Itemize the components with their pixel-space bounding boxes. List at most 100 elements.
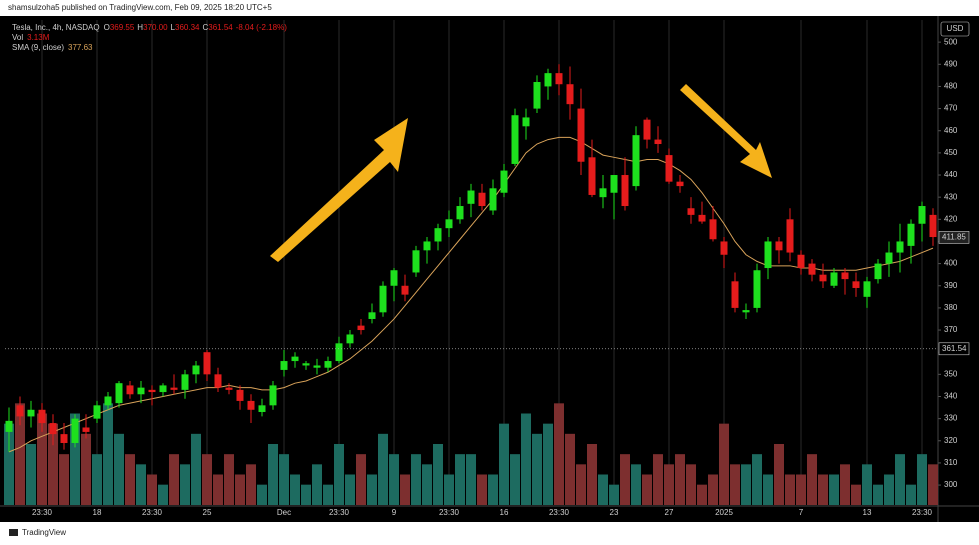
- candle-body: [379, 285, 387, 313]
- legend-c-label: C: [202, 23, 208, 32]
- currency-box[interactable]: [940, 21, 970, 37]
- x-tick-label: 25: [203, 508, 212, 517]
- volume-bar: [70, 413, 80, 505]
- candle-body: [368, 312, 376, 319]
- volume-bar: [840, 464, 850, 505]
- volume-bar: [290, 474, 300, 505]
- volume-bar: [675, 454, 685, 505]
- y-tick-label: 300: [944, 480, 958, 489]
- candle-body: [588, 157, 596, 195]
- volume-bar: [565, 433, 575, 505]
- candle-body: [170, 387, 178, 390]
- candle-body: [819, 274, 827, 282]
- volume-bar: [752, 454, 762, 505]
- y-tick-label: 310: [944, 458, 958, 467]
- volume-bar: [191, 433, 201, 505]
- volume-bar: [763, 474, 773, 505]
- volume-bar: [268, 444, 278, 505]
- candle-body: [808, 263, 816, 275]
- candle-body: [324, 361, 332, 368]
- candle-body: [863, 281, 871, 297]
- volume-bar: [884, 474, 894, 505]
- price-label: 411.85: [942, 232, 966, 241]
- volume-bar: [301, 484, 311, 505]
- candle-body: [38, 409, 46, 424]
- legend-symbol: Tesla, Inc., 4h, NASDAQ: [12, 23, 100, 32]
- volume-bar: [59, 454, 69, 505]
- volume-bar: [411, 454, 421, 505]
- volume-bar: [312, 464, 322, 505]
- candle-body: [577, 108, 585, 162]
- candle-body: [137, 387, 145, 395]
- x-tick-label: 9: [392, 508, 397, 517]
- y-tick-label: 400: [944, 259, 958, 268]
- brand-logo: [9, 529, 18, 536]
- volume-bar: [147, 474, 157, 505]
- volume-bar: [796, 474, 806, 505]
- candle-body: [907, 223, 915, 246]
- volume-bar: [114, 433, 124, 505]
- legend-l: 360.34: [175, 23, 200, 32]
- y-tick-label: 440: [944, 170, 958, 179]
- volume-bar: [224, 454, 234, 505]
- y-tick-label: 380: [944, 303, 958, 312]
- y-tick-label: 470: [944, 104, 958, 113]
- candle-body: [335, 343, 343, 362]
- legend-vol-value: 3.13M: [27, 33, 50, 42]
- x-tick-label: 7: [799, 508, 804, 517]
- candle-body: [610, 175, 618, 193]
- candle-body: [258, 405, 266, 412]
- price-box: [938, 231, 970, 244]
- volume-bar: [367, 474, 377, 505]
- volume-bar: [499, 423, 509, 505]
- volume-bar: [323, 484, 333, 505]
- candle-body: [423, 241, 431, 251]
- candle-body: [16, 405, 24, 417]
- volume-bar: [741, 464, 751, 505]
- candle-body: [115, 383, 123, 404]
- candle-body: [687, 208, 695, 215]
- volume-bar: [807, 454, 817, 505]
- candle-body: [148, 389, 156, 393]
- volume-bar: [510, 454, 520, 505]
- legend-h-label: H: [137, 23, 143, 32]
- volume-bar: [389, 454, 399, 505]
- candle-body: [764, 241, 772, 269]
- candle-body: [203, 352, 211, 375]
- volume-bar: [334, 444, 344, 505]
- candle-body: [709, 219, 717, 240]
- volume-bar: [279, 454, 289, 505]
- x-tick-label: Dec: [277, 508, 291, 517]
- candle-body: [27, 409, 35, 417]
- candle-body: [214, 374, 222, 388]
- volume-bar: [862, 464, 872, 505]
- candle-body: [456, 206, 464, 220]
- candle-body: [599, 188, 607, 198]
- volume-bar: [169, 454, 179, 505]
- volume-bar: [488, 474, 498, 505]
- candle-body: [71, 418, 79, 443]
- candle-body: [247, 400, 255, 410]
- volume-bar: [81, 433, 91, 505]
- x-tick-label: 2025: [715, 508, 733, 517]
- candle-body: [874, 263, 882, 280]
- legend-line: Tesla, Inc., 4h, NASDAQ O369.55 H370.00 L36…: [12, 23, 287, 32]
- volume-bar: [873, 484, 883, 505]
- volume-bar: [444, 474, 454, 505]
- candle-body: [544, 73, 552, 87]
- candle-body: [676, 181, 684, 187]
- volume-bar: [598, 474, 608, 505]
- legend-o: 369.55: [110, 23, 135, 32]
- x-tick-label: 16: [500, 508, 509, 517]
- volume-bar: [235, 474, 245, 505]
- volume-bar: [378, 433, 388, 505]
- candle-body: [104, 396, 112, 406]
- volume-bar: [15, 403, 25, 505]
- volume-bar: [92, 454, 102, 505]
- candle-body: [621, 175, 629, 207]
- candle-body: [313, 365, 321, 368]
- candle-body: [632, 135, 640, 187]
- candle-body: [720, 241, 728, 255]
- volume-bar: [576, 464, 586, 505]
- candle-body: [60, 434, 68, 443]
